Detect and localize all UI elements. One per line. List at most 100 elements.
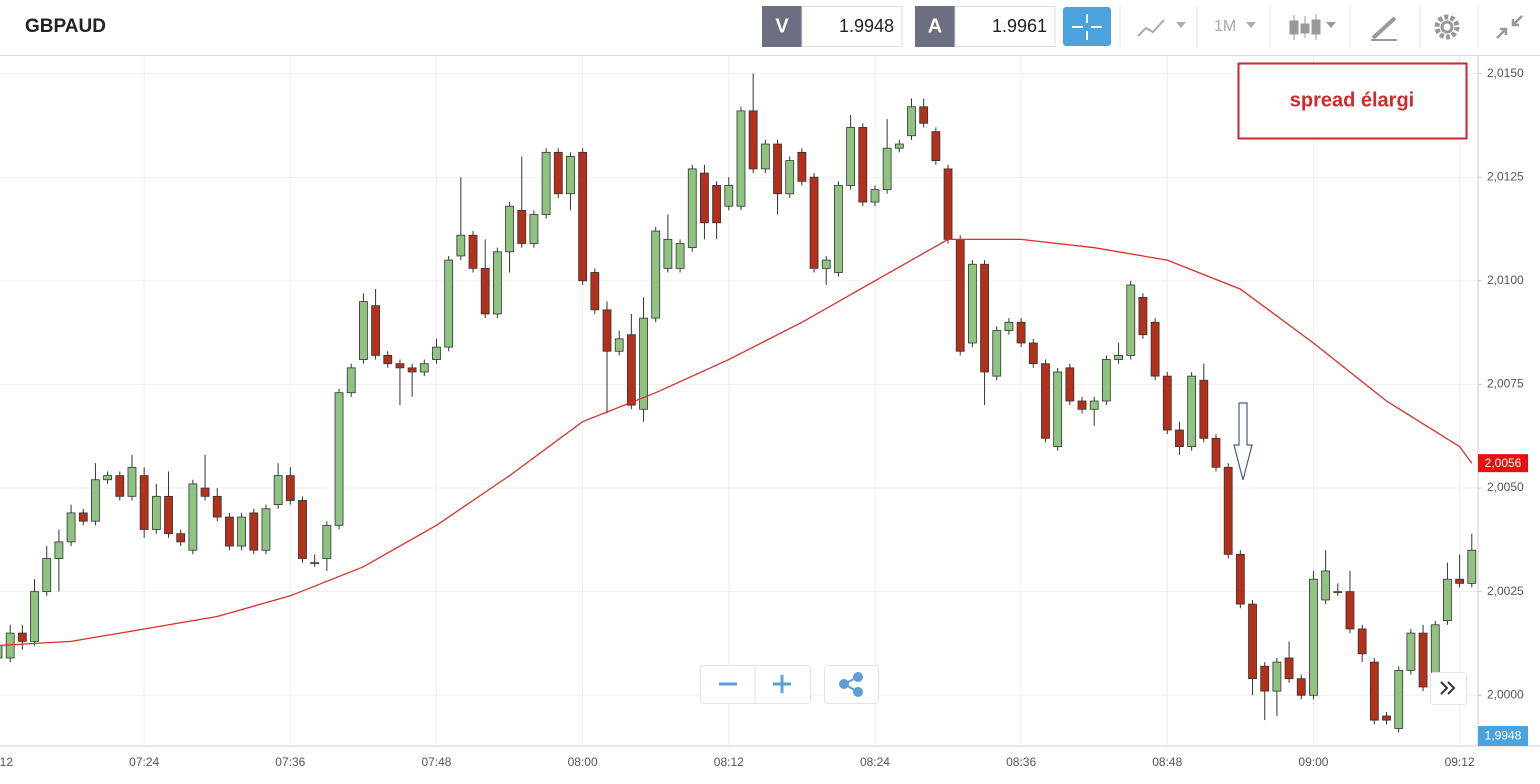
settings-button[interactable] <box>1434 14 1460 40</box>
candle-body <box>614 338 624 352</box>
candle-body <box>870 189 880 203</box>
candle-body <box>358 301 368 360</box>
candle-body <box>566 156 575 195</box>
candle-body <box>176 533 186 543</box>
candle-body <box>943 168 953 240</box>
candle-body <box>724 185 734 207</box>
annotation: spread élargi <box>1290 89 1415 111</box>
candle-body <box>517 209 527 244</box>
x-tick-label: 07:48 <box>421 755 451 769</box>
candle-body <box>1345 591 1355 630</box>
candle-body <box>30 591 39 642</box>
candle-body <box>590 272 600 311</box>
candle-body <box>54 541 64 559</box>
candle-body <box>164 495 173 535</box>
candle-body <box>1248 603 1257 680</box>
candle-body <box>432 346 441 360</box>
buy-price: 1.9961 <box>992 16 1047 36</box>
candle-body <box>1260 665 1270 692</box>
candle-body <box>1199 379 1209 439</box>
candle-body <box>1211 437 1221 468</box>
x-tick-label: 09:12 <box>1445 755 1475 769</box>
candle-body <box>383 355 393 365</box>
candle-body <box>894 143 904 149</box>
collapse-button[interactable] <box>1496 15 1523 39</box>
candle-body <box>1382 715 1391 721</box>
candle-body <box>955 238 965 352</box>
moving-average <box>0 238 1473 647</box>
x-tick-label: 09:00 <box>1298 755 1328 769</box>
candle-body <box>273 475 283 506</box>
candle-body <box>834 185 843 273</box>
candle-body <box>78 512 88 522</box>
candle-body <box>602 309 612 352</box>
share-button[interactable] <box>824 665 879 704</box>
sell-button[interactable] <box>762 6 802 47</box>
candle-body <box>1101 359 1111 402</box>
ma-value-label: 2,0056 <box>1485 456 1522 470</box>
candle-body <box>1443 578 1452 622</box>
candle-body <box>736 110 746 207</box>
arrow-annotation <box>1233 402 1253 481</box>
x-tick-label: 07:24 <box>129 755 159 769</box>
candle-body <box>931 131 941 162</box>
candle-body <box>1162 375 1172 431</box>
candle-body <box>919 106 929 124</box>
y-tick-label: 2,0150 <box>1487 66 1524 80</box>
candle-style-button[interactable] <box>1289 14 1336 40</box>
candle-body <box>1467 549 1477 584</box>
candle-body <box>1418 632 1428 688</box>
candle-body <box>407 367 417 373</box>
candle-body <box>785 160 795 195</box>
candle-body <box>1321 570 1331 601</box>
zoom-in[interactable] <box>773 675 791 693</box>
candle-body <box>115 475 125 497</box>
candle-body <box>91 479 100 522</box>
candle-body <box>17 632 27 642</box>
candle-body <box>1309 578 1318 696</box>
candle-body <box>1455 578 1464 584</box>
y-tick-label: 2,0100 <box>1487 273 1524 287</box>
toolbar-dividers <box>1119 6 1479 48</box>
x-tick-label: 07:12 <box>0 755 13 769</box>
y-tick-label: 2,0025 <box>1487 584 1524 598</box>
candle-body <box>1077 400 1087 410</box>
candle-body <box>992 330 1002 377</box>
candle-body <box>468 234 478 269</box>
candle-body <box>0 645 3 659</box>
chart-type-button[interactable] <box>1137 19 1186 37</box>
candle-body <box>261 508 271 551</box>
sell-label: V <box>775 15 789 37</box>
candle-body <box>980 263 989 373</box>
candle-body <box>1016 321 1026 344</box>
candle-body <box>541 151 551 215</box>
buy-button[interactable] <box>915 6 955 47</box>
candle-body <box>249 512 259 551</box>
candle-body <box>334 392 344 526</box>
candle-body <box>773 143 782 195</box>
crosshair-button[interactable] <box>1063 7 1111 46</box>
candle-body <box>1187 375 1197 447</box>
candle-body <box>225 516 234 547</box>
x-tick-label: 08:36 <box>1006 755 1036 769</box>
candle-body <box>907 106 916 137</box>
candle-body <box>212 495 222 518</box>
y-tick-label: 2,0050 <box>1487 480 1524 494</box>
candle-body <box>371 305 380 356</box>
candle-body <box>151 495 161 530</box>
candle-body <box>139 475 149 530</box>
candle-body <box>1369 661 1379 721</box>
candle-body <box>419 363 429 373</box>
candle-body <box>797 151 807 182</box>
candle-body <box>1357 628 1367 655</box>
draw-tool-button[interactable] <box>1371 16 1397 41</box>
symbol: GBPAUD <box>25 16 106 37</box>
x-tick-label: 07:36 <box>275 755 305 769</box>
timeframe[interactable]: 1M <box>1214 18 1236 35</box>
candle-body <box>626 334 636 406</box>
scroll-right-button[interactable] <box>1430 672 1467 705</box>
candle-body <box>1284 657 1294 680</box>
sell-price: 1.9948 <box>839 16 894 36</box>
candle-body <box>285 475 295 501</box>
